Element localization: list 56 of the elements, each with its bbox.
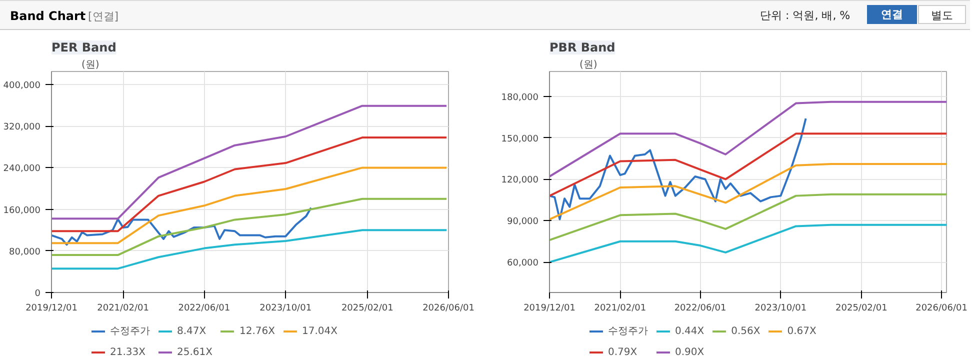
y-tick-label: 60,000 <box>507 258 539 269</box>
y-axis-title: (원) <box>82 60 100 70</box>
line-series <box>550 193 946 242</box>
line-series <box>550 100 946 178</box>
y-tick-label: 0 <box>34 289 41 299</box>
x-tick-label: 2019/12/01 <box>26 304 78 314</box>
x-tick-label: 2019/12/01 <box>524 304 576 314</box>
text: 별도 <box>918 5 966 24</box>
y-tick-label: 150,000 <box>501 134 539 144</box>
legend-label: 8.47X <box>177 325 206 337</box>
line-series <box>550 117 807 220</box>
legend-label: 0.79X <box>608 346 638 358</box>
legend-label: 수정주가 <box>110 325 150 338</box>
y-tick-label: 240,000 <box>3 164 41 174</box>
line-series <box>52 136 448 232</box>
y-tick-label: 90,000 <box>507 217 539 228</box>
x-tick-label: 2021/02/01 <box>97 304 150 314</box>
line-series <box>52 104 448 220</box>
line-series <box>550 163 946 220</box>
line-series <box>52 206 312 246</box>
text: 단위 : 억원, 배, % <box>760 8 850 24</box>
x-tick-label: 2022/06/01 <box>674 304 726 314</box>
x-tick-label: 2021/02/01 <box>594 304 646 314</box>
line-series <box>52 198 448 256</box>
x-tick-label: 2026/06/01 <box>916 304 968 314</box>
legend-label: 수정주가 <box>608 325 648 338</box>
y-tick-label: 400,000 <box>3 81 41 91</box>
chart-title: PER Band <box>52 40 116 54</box>
x-tick-label: 2022/06/01 <box>178 304 230 314</box>
legend-label: 12.76X <box>239 325 275 337</box>
legend-label: 0.44X <box>675 325 704 337</box>
y-axis-title: (원) <box>580 60 598 70</box>
line-series <box>52 166 448 244</box>
legend-label: 0.67X <box>787 325 816 337</box>
y-tick-label: 320,000 <box>3 122 41 133</box>
chart-title: PBR Band <box>550 40 616 54</box>
legend-label: 0.90X <box>675 346 704 358</box>
y-tick-label: 120,000 <box>501 176 539 186</box>
y-tick-label: 80,000 <box>9 247 41 258</box>
legend-label: 17.04X <box>302 325 338 337</box>
text: [연결] <box>88 9 119 25</box>
y-tick-label: 180,000 <box>501 92 539 103</box>
x-tick-label: 2023/10/01 <box>260 304 312 314</box>
legend-label: 25.61X <box>177 346 212 358</box>
text: 연결 <box>867 5 917 24</box>
x-tick-label: 2026/06/01 <box>422 304 474 314</box>
legend-label: 21.33X <box>110 346 146 358</box>
line-series <box>550 132 946 197</box>
legend-label: 0.56X <box>731 325 760 337</box>
x-tick-label: 2023/10/01 <box>754 304 807 314</box>
x-tick-label: 2025/02/01 <box>341 304 394 314</box>
line-series <box>52 229 448 270</box>
y-tick-label: 160,000 <box>3 206 41 216</box>
text: Band Chart <box>10 8 86 25</box>
x-tick-label: 2025/02/01 <box>836 304 888 314</box>
line-series <box>550 224 946 264</box>
